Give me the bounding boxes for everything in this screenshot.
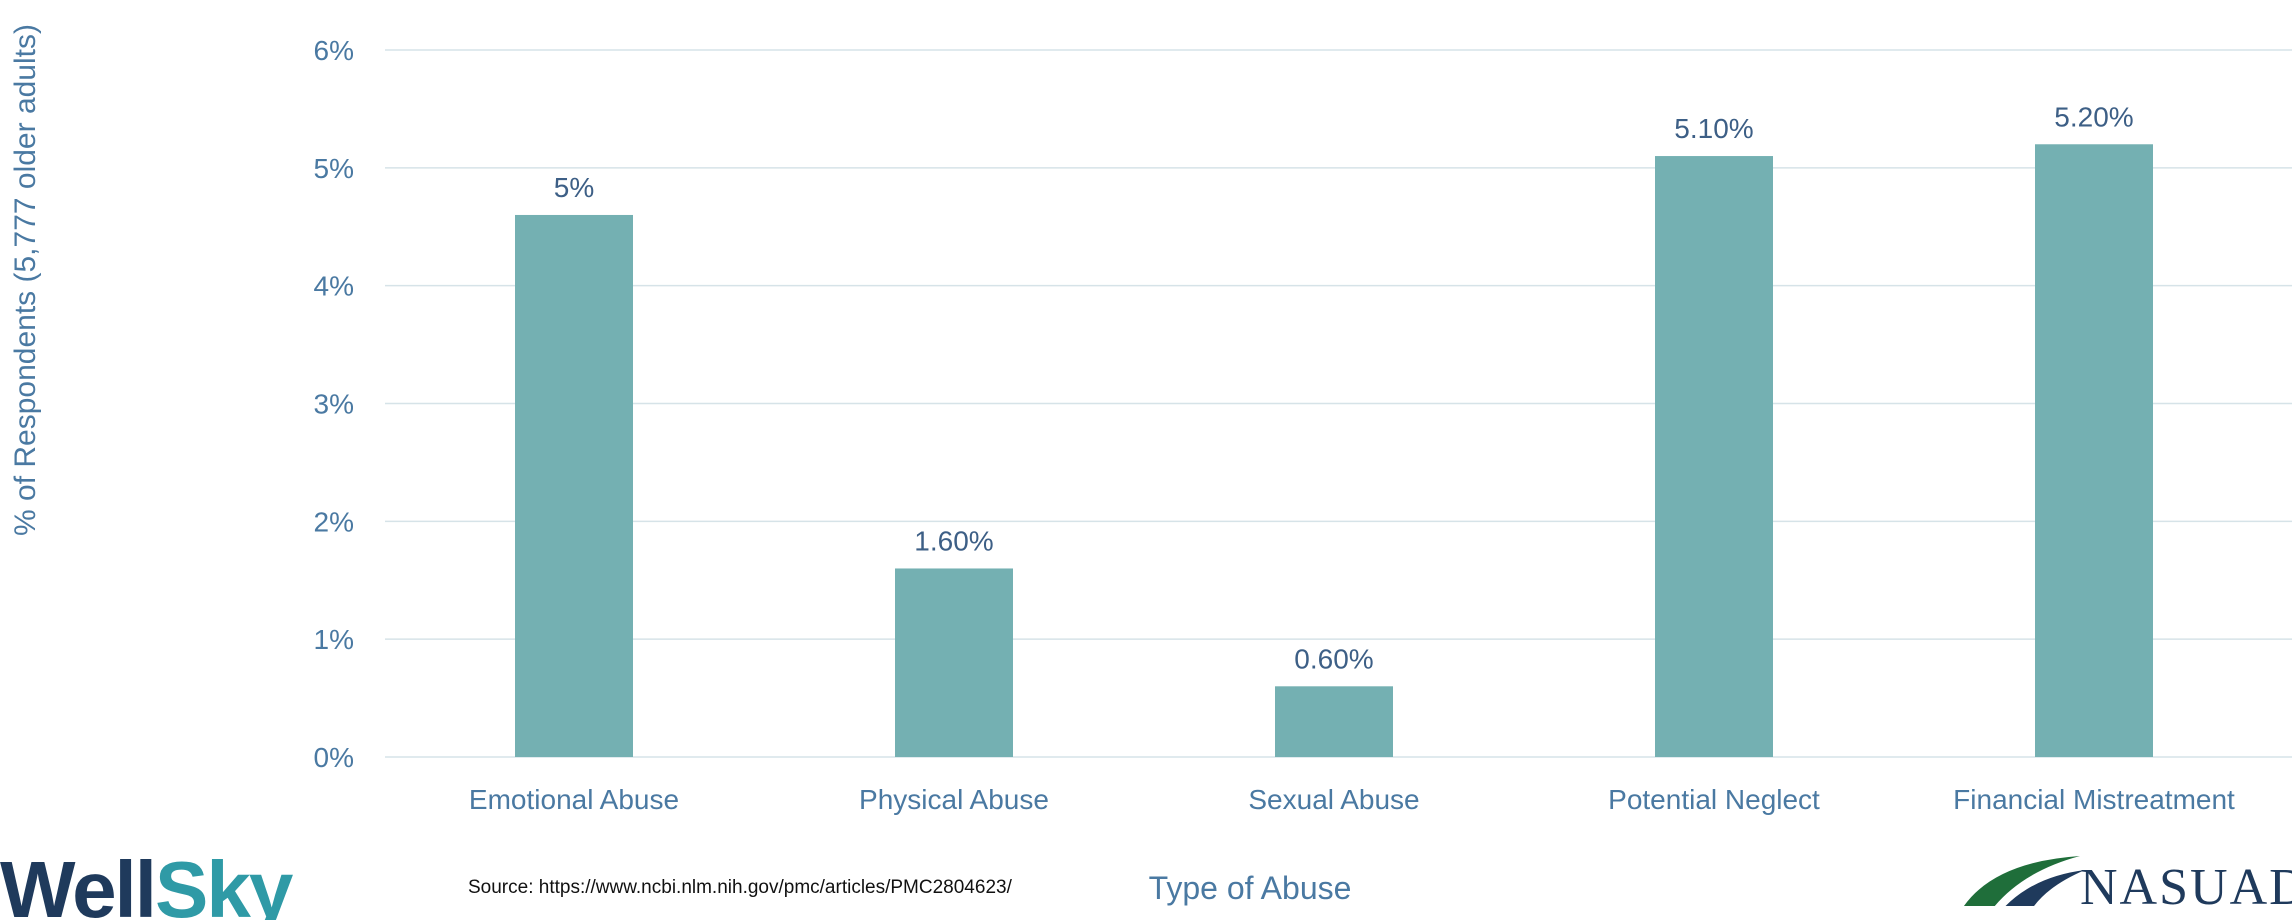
x-category-label: Potential Neglect xyxy=(1608,784,1820,815)
bar xyxy=(515,214,633,757)
source-note: Source: https://www.ncbi.nlm.nih.gov/pmc… xyxy=(468,877,1012,898)
x-category-label: Emotional Abuse xyxy=(469,784,679,815)
bar xyxy=(2035,144,2153,757)
data-label: 5.20% xyxy=(2054,101,2133,132)
gridlines xyxy=(385,49,2292,758)
bar xyxy=(895,568,1013,757)
bar xyxy=(1275,686,1393,757)
data-label: 5% xyxy=(554,172,594,203)
data-label: 1.60% xyxy=(914,525,993,556)
y-tick-label: 3% xyxy=(314,389,354,420)
nasuad-swoosh-icon xyxy=(1964,856,2085,906)
x-category-label: Sexual Abuse xyxy=(1248,784,1419,815)
data-label: 5.10% xyxy=(1674,113,1753,144)
x-axis-categories: Emotional Abuse Physical Abuse Sexual Abus… xyxy=(469,784,2235,815)
y-tick-label: 4% xyxy=(314,271,354,302)
nasuad-logo: NASUAD xyxy=(1950,848,2292,906)
y-tick-label: 0% xyxy=(314,742,354,773)
wellsky-logo: WellSky xyxy=(0,850,293,920)
x-category-label: Physical Abuse xyxy=(859,784,1049,815)
y-tick-label: 5% xyxy=(314,153,354,184)
y-tick-label: 1% xyxy=(314,624,354,655)
bar xyxy=(1655,156,1773,758)
x-axis-title: Type of Abuse xyxy=(1148,870,1352,906)
data-label: 0.60% xyxy=(1294,643,1373,674)
y-tick-label: 2% xyxy=(314,506,354,537)
y-axis-title: % of Respondents (5,777 older adults) xyxy=(9,24,42,536)
y-axis-ticks: 0% 1% 2% 3% 4% 5% 6% xyxy=(314,35,354,773)
bars xyxy=(515,144,2153,758)
x-category-label: Financial Mistreatment xyxy=(1953,784,2235,815)
data-labels: 5% 1.60% 0.60% 5.10% 5.20% xyxy=(554,101,2134,674)
y-tick-label: 6% xyxy=(314,35,354,66)
